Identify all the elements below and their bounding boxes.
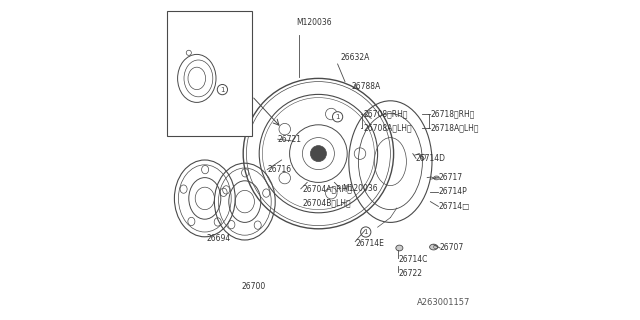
Text: 26721: 26721 bbox=[278, 135, 302, 144]
Ellipse shape bbox=[434, 176, 440, 180]
Text: 1: 1 bbox=[364, 229, 368, 235]
Text: 26714E: 26714E bbox=[355, 239, 384, 248]
Circle shape bbox=[361, 227, 371, 237]
Circle shape bbox=[310, 146, 326, 162]
Text: A263001157: A263001157 bbox=[417, 298, 470, 307]
Text: 26714P: 26714P bbox=[438, 188, 467, 196]
Text: 1: 1 bbox=[335, 114, 340, 120]
Text: 26718A〈LH〉: 26718A〈LH〉 bbox=[430, 124, 479, 132]
Text: 26708A〈LH〉: 26708A〈LH〉 bbox=[364, 124, 412, 132]
Bar bbox=[167, 11, 252, 136]
Text: 26707: 26707 bbox=[440, 244, 464, 252]
Circle shape bbox=[218, 84, 228, 95]
Text: 26708〈RH〉: 26708〈RH〉 bbox=[364, 109, 408, 118]
Text: 26714□: 26714□ bbox=[438, 202, 470, 211]
Text: 26714D: 26714D bbox=[416, 154, 446, 163]
Text: 26716: 26716 bbox=[268, 165, 291, 174]
Text: 26704B〈LH〉: 26704B〈LH〉 bbox=[302, 199, 351, 208]
Text: M120036: M120036 bbox=[296, 18, 332, 27]
Text: 1: 1 bbox=[220, 87, 225, 92]
Circle shape bbox=[333, 112, 343, 122]
Text: 26714C: 26714C bbox=[398, 255, 428, 264]
Text: 26632A: 26632A bbox=[340, 53, 370, 62]
Text: M120036: M120036 bbox=[342, 184, 378, 193]
Text: 26718〈RH〉: 26718〈RH〉 bbox=[430, 109, 475, 118]
Text: 26700: 26700 bbox=[242, 282, 266, 291]
Ellipse shape bbox=[429, 244, 438, 250]
Text: 26788A: 26788A bbox=[352, 82, 381, 91]
Text: 26704A〈RH〉: 26704A〈RH〉 bbox=[302, 184, 352, 193]
Ellipse shape bbox=[396, 245, 403, 251]
Text: 26694: 26694 bbox=[206, 234, 230, 243]
Text: 26717: 26717 bbox=[438, 173, 463, 182]
Text: 26722: 26722 bbox=[398, 269, 422, 278]
